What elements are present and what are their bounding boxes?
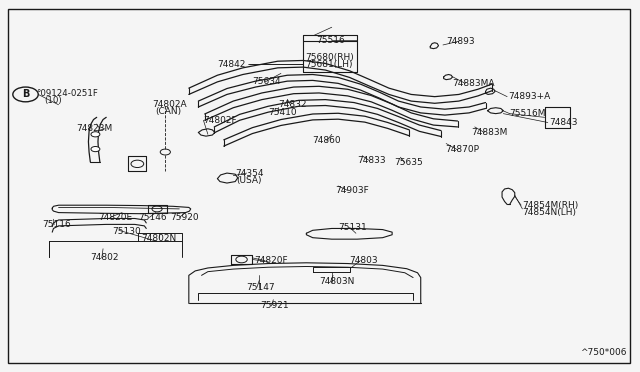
Text: 74833: 74833: [357, 155, 386, 165]
Text: 74860: 74860: [313, 137, 341, 145]
Text: 74802N: 74802N: [141, 234, 177, 243]
Text: 74843: 74843: [549, 118, 577, 127]
Text: 75921: 75921: [260, 301, 289, 311]
Text: 74870P: 74870P: [445, 145, 479, 154]
Text: 74893: 74893: [446, 37, 475, 46]
Text: 74802A: 74802A: [152, 100, 188, 109]
Text: 74842: 74842: [218, 60, 246, 69]
Text: 75635: 75635: [394, 158, 423, 167]
Circle shape: [91, 132, 100, 137]
Text: (10): (10): [45, 96, 62, 105]
Text: 75920: 75920: [170, 213, 198, 222]
Text: 75634: 75634: [252, 77, 281, 86]
Text: 74803N: 74803N: [319, 278, 355, 286]
Text: 75147: 75147: [246, 283, 275, 292]
Text: 75116: 75116: [43, 220, 72, 229]
Text: (USA): (USA): [236, 176, 262, 185]
Circle shape: [91, 147, 100, 152]
Text: 74883M: 74883M: [472, 128, 508, 137]
Text: 74903F: 74903F: [335, 186, 369, 195]
Text: 74820E: 74820E: [98, 213, 132, 222]
Text: 74883MA: 74883MA: [452, 79, 495, 88]
Text: 74823M: 74823M: [76, 124, 113, 133]
Text: 75131: 75131: [338, 223, 367, 232]
Text: 74832: 74832: [278, 100, 307, 109]
Text: °09124-0251F: °09124-0251F: [36, 89, 98, 98]
Text: 74802: 74802: [90, 253, 119, 263]
Text: 75516M: 75516M: [509, 109, 546, 118]
Text: 75130: 75130: [113, 227, 141, 235]
Text: 75681(LH): 75681(LH): [305, 60, 353, 70]
Text: 74803: 74803: [349, 256, 378, 265]
Text: 75680(RH): 75680(RH): [305, 53, 354, 62]
Text: 75410: 75410: [268, 108, 297, 117]
Text: 74854N(LH): 74854N(LH): [522, 208, 577, 217]
Text: 74820F: 74820F: [254, 256, 288, 265]
Text: 75516: 75516: [316, 36, 345, 45]
Text: 74354: 74354: [236, 169, 264, 177]
Text: (CAN): (CAN): [155, 107, 181, 116]
Text: ^750*006: ^750*006: [580, 348, 626, 357]
Text: B: B: [22, 89, 29, 99]
Text: 75146: 75146: [138, 213, 166, 222]
Text: 74893+A: 74893+A: [508, 92, 550, 101]
Text: 74854M(RH): 74854M(RH): [522, 201, 579, 210]
Text: 74802F: 74802F: [204, 116, 237, 125]
